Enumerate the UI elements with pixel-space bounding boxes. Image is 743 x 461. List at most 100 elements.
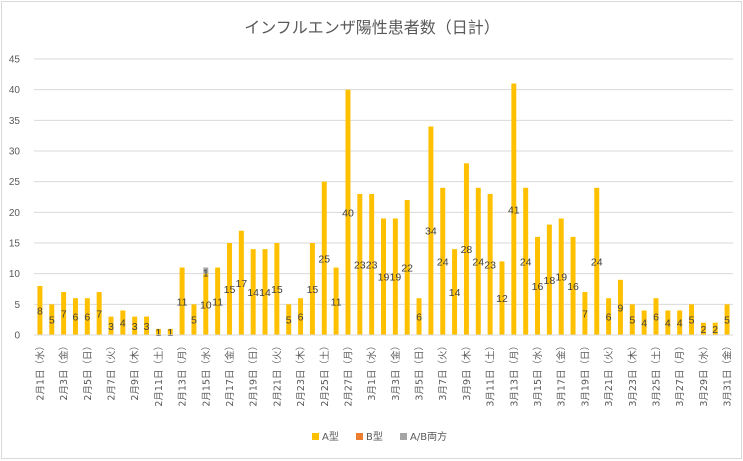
- data-label: 2: [712, 324, 718, 336]
- legend: A型 B型 A/B両方: [312, 430, 447, 443]
- x-tick-label: 2月21日（火）: [271, 341, 283, 407]
- bar-a: [321, 181, 327, 335]
- y-tick-label: 10: [9, 269, 21, 280]
- chart-title: インフルエンザ陽性患者数（日計）: [244, 18, 500, 37]
- data-label: 24: [472, 256, 484, 268]
- bar-a: [428, 126, 434, 335]
- data-label: 11: [177, 296, 188, 308]
- y-tick-label: 15: [9, 239, 21, 250]
- data-label: 12: [496, 293, 508, 305]
- bar-a: [463, 163, 469, 335]
- data-label: 1: [155, 327, 161, 339]
- bar-a: [298, 298, 304, 335]
- bar-a: [381, 218, 386, 335]
- bar-a: [724, 304, 730, 335]
- bar-a: [250, 249, 256, 335]
- data-label: 16: [567, 281, 579, 293]
- bar-a: [416, 298, 422, 335]
- data-label: 11: [212, 296, 223, 308]
- bar-a: [49, 304, 55, 335]
- data-label: 4: [665, 318, 671, 330]
- x-tick-label: 2月19日（日）: [248, 341, 260, 407]
- x-tick-label: 3月27日（月）: [674, 341, 686, 407]
- bar-a: [37, 285, 43, 335]
- y-tick-label: 40: [9, 85, 21, 96]
- x-tick-label: 2月1日（水）: [34, 341, 46, 401]
- x-tick-label: 3月29日（水）: [698, 341, 710, 407]
- bar-a: [523, 187, 529, 335]
- x-tick-label: 3月21日（火）: [603, 341, 615, 407]
- bar-a: [582, 292, 588, 335]
- data-label: 2: [700, 324, 706, 336]
- bar-a: [262, 249, 268, 335]
- data-label: 5: [689, 315, 695, 327]
- bar-a: [72, 298, 78, 335]
- bar-a: [132, 316, 138, 335]
- data-label: 7: [582, 309, 588, 321]
- data-label: 4: [677, 318, 683, 330]
- legend-label: A/B両方: [410, 430, 447, 443]
- x-tick-label: 3月5日（日）: [414, 341, 426, 401]
- bar-a: [689, 304, 695, 335]
- data-label: 25: [318, 253, 330, 265]
- data-label: 6: [416, 312, 422, 324]
- bar-a: [345, 89, 351, 336]
- y-tick-label: 35: [9, 116, 21, 127]
- data-label: 10: [200, 299, 212, 311]
- x-tick-label: 3月17日（金）: [556, 341, 568, 407]
- bar-a: [677, 310, 683, 335]
- data-label: 4: [641, 318, 647, 330]
- data-label: 41: [508, 204, 520, 216]
- bar-a: [333, 267, 339, 335]
- bar-a: [203, 273, 209, 335]
- gridlines: [34, 58, 733, 336]
- bar-a: [535, 236, 541, 335]
- x-tick-label: 3月13日（月）: [508, 341, 520, 407]
- bar-a: [84, 298, 90, 335]
- x-tick-label: 2月23日（木）: [295, 341, 307, 407]
- data-label: 15: [307, 284, 319, 296]
- data-label: 14: [449, 287, 461, 299]
- legend-swatch-b: [356, 433, 363, 440]
- data-label: 14: [247, 287, 259, 299]
- bar-a: [392, 218, 398, 335]
- data-label: 7: [96, 309, 102, 321]
- x-tick-label: 2月11日（土）: [153, 341, 165, 407]
- bar-a: [179, 267, 185, 335]
- data-label: 6: [606, 312, 612, 324]
- y-axis: 0 5 10 15 20 25 30 35 40 45: [9, 55, 21, 342]
- data-label: 18: [544, 275, 556, 287]
- x-tick-label: 3月15日（水）: [532, 341, 544, 407]
- data-label: 24: [520, 256, 532, 268]
- data-label: 7: [61, 309, 67, 321]
- data-label: 5: [49, 315, 55, 327]
- data-label: 3: [132, 321, 138, 333]
- bar-a: [499, 261, 505, 335]
- x-tick-label: 3月31日（金）: [722, 341, 734, 407]
- data-label: 11: [331, 296, 342, 308]
- x-tick-label: 3月11日（土）: [485, 341, 497, 407]
- x-tick-label: 2月15日（水）: [200, 341, 212, 407]
- data-label: 22: [401, 263, 413, 275]
- legend-swatch-a: [312, 433, 319, 440]
- y-tick-label: 25: [9, 177, 21, 188]
- data-label: 24: [591, 256, 603, 268]
- bar-a: [191, 304, 197, 335]
- data-label: 5: [629, 315, 635, 327]
- bar-a: [629, 304, 635, 335]
- bar-a: [120, 310, 126, 335]
- bar-a: [440, 187, 446, 335]
- x-axis: 2月1日（水） 2月3日（金） 2月5日（日） 2月7日（火） 2月9日（木） 2月11日…: [34, 334, 734, 407]
- x-tick-label: 3月1日（水）: [366, 341, 378, 401]
- data-label: 15: [271, 284, 283, 296]
- bar-a: [155, 328, 161, 335]
- data-label: 4: [120, 318, 126, 330]
- data-label: 23: [484, 259, 496, 271]
- bars: [37, 83, 730, 336]
- data-label: 23: [366, 259, 378, 271]
- bar-a: [570, 236, 576, 335]
- bar-a: [274, 243, 280, 335]
- legend-label: B型: [366, 430, 383, 443]
- bar-a: [594, 187, 600, 335]
